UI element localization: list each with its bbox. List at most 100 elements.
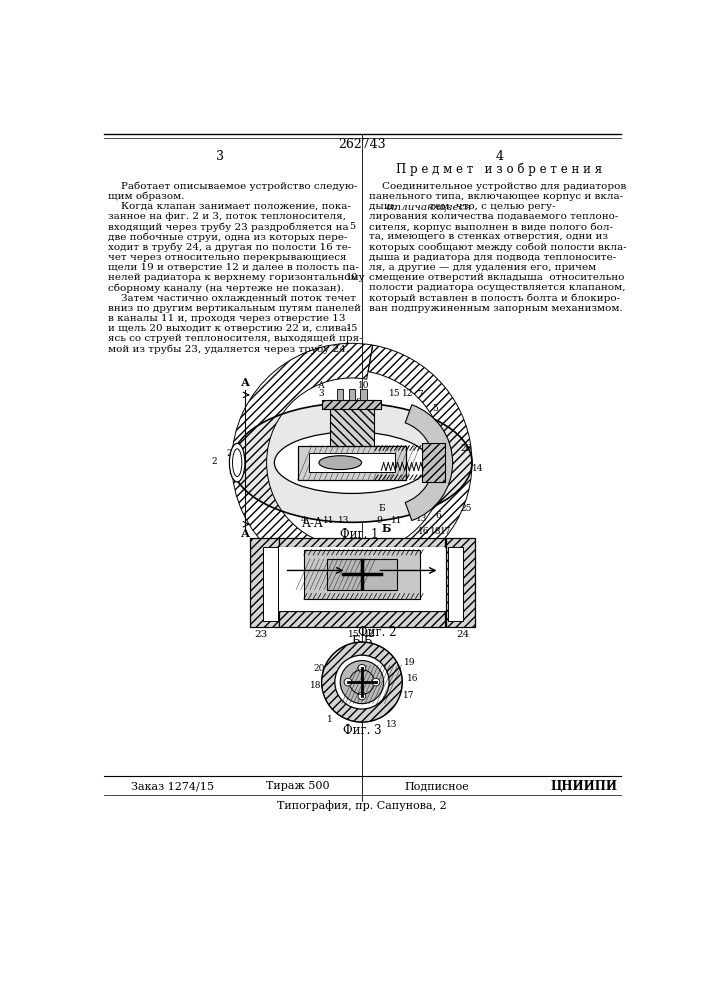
Text: щим образом.: щим образом.	[107, 192, 185, 201]
Text: чет через относительно перекрывающиеся: чет через относительно перекрывающиеся	[107, 253, 346, 262]
Text: входящий через трубу 23 раздробляется на: входящий через трубу 23 раздробляется на	[107, 222, 349, 232]
Text: 8: 8	[355, 398, 361, 407]
Circle shape	[372, 678, 380, 686]
Bar	[279, 611, 445, 627]
Text: 21: 21	[226, 449, 238, 458]
Text: Работает описываемое устройство следую-: Работает описываемое устройство следую-	[107, 182, 357, 191]
Text: 4: 4	[301, 516, 307, 525]
Ellipse shape	[230, 443, 245, 482]
Text: Типография, пр. Сапунова, 2: Типография, пр. Сапунова, 2	[277, 800, 447, 811]
Bar	[250, 538, 279, 627]
Text: А: А	[317, 381, 325, 390]
Bar	[279, 538, 445, 547]
Bar	[349, 389, 355, 400]
Text: Соединительное устройство для радиаторов: Соединительное устройство для радиаторов	[369, 182, 626, 191]
Text: 11: 11	[323, 516, 334, 525]
Text: 18: 18	[231, 457, 243, 466]
Bar	[445, 538, 475, 627]
Text: Подписное: Подписное	[404, 781, 469, 791]
Text: 15: 15	[349, 630, 360, 639]
Text: сборному каналу (на чертеже не показан).: сборному каналу (на чертеже не показан).	[107, 283, 344, 293]
Text: А: А	[240, 377, 250, 388]
Text: ЦНИИПИ: ЦНИИПИ	[551, 780, 618, 793]
Text: две побочные струи, одна из которых пере-: две побочные струи, одна из которых пере…	[107, 232, 347, 242]
Text: вниз по другим вертикальным путям панелей: вниз по другим вертикальным путям панеле…	[107, 304, 361, 313]
Text: 12: 12	[332, 412, 344, 421]
Text: 3: 3	[216, 150, 224, 163]
Text: мой из трубы 23, удаляется через трубу 24.: мой из трубы 23, удаляется через трубу 2…	[107, 344, 349, 354]
Text: 15: 15	[346, 324, 358, 333]
Text: 3: 3	[318, 389, 324, 398]
Text: 11: 11	[391, 516, 402, 525]
Text: ходит в трубу 24, а другая по полости 16 те-: ходит в трубу 24, а другая по полости 16…	[107, 243, 351, 252]
Text: 13: 13	[416, 514, 427, 523]
Bar	[445, 538, 475, 627]
Circle shape	[358, 664, 366, 672]
Text: 15: 15	[389, 389, 400, 398]
Ellipse shape	[232, 403, 472, 522]
Text: 9: 9	[376, 516, 382, 525]
Bar	[304, 550, 420, 599]
Text: 13: 13	[386, 720, 397, 729]
Text: 20: 20	[314, 664, 325, 673]
Text: Б: Б	[382, 523, 392, 534]
Bar	[250, 538, 279, 627]
Text: ван подпружиненным запорным механизмом.: ван подпружиненным запорным механизмом.	[369, 304, 623, 313]
Text: Фиг. 2: Фиг. 2	[358, 626, 397, 639]
Bar	[279, 547, 445, 611]
Text: 24: 24	[456, 630, 469, 639]
Ellipse shape	[319, 456, 361, 470]
Text: 4: 4	[495, 150, 503, 163]
Text: и щель 20 выходит к отверстию 22 и, слива-: и щель 20 выходит к отверстию 22 и, слив…	[107, 324, 350, 333]
Text: 17: 17	[403, 691, 414, 700]
Text: А: А	[240, 528, 250, 539]
Bar	[361, 389, 367, 400]
Text: 262743: 262743	[338, 138, 386, 151]
Text: 16: 16	[419, 527, 430, 536]
Text: А-А: А-А	[303, 517, 324, 530]
Text: занное на фиг. 2 и 3, поток теплоносителя,: занное на фиг. 2 и 3, поток теплоносител…	[107, 212, 346, 221]
Text: Затем частично охлажденный поток течет: Затем частично охлажденный поток течет	[107, 293, 356, 302]
Bar	[322, 400, 381, 409]
Text: Заказ 1274/15: Заказ 1274/15	[131, 781, 214, 791]
Text: сителя, корпус выполнен в виде полого бол-: сителя, корпус выполнен в виде полого бо…	[369, 222, 613, 232]
Text: в каналы 11 и, проходя через отверстие 13: в каналы 11 и, проходя через отверстие 1…	[107, 314, 345, 323]
Text: 19: 19	[404, 658, 416, 667]
Bar	[421, 443, 445, 482]
Text: Б: Б	[378, 504, 385, 513]
Text: 22: 22	[228, 467, 240, 476]
Text: 6: 6	[353, 412, 358, 421]
Circle shape	[340, 661, 384, 704]
Bar	[448, 547, 464, 620]
Text: 25: 25	[461, 504, 472, 513]
Bar	[421, 443, 445, 482]
Text: панельного типа, включающее корпус и вкла-: панельного типа, включающее корпус и вкл…	[369, 192, 623, 201]
Text: 10: 10	[346, 273, 358, 282]
Bar	[337, 389, 344, 400]
Text: лирования количества подаваемого теплоно-: лирования количества подаваемого теплоно…	[369, 212, 619, 221]
Bar	[309, 453, 395, 472]
Text: Б-Б: Б-Б	[351, 635, 373, 648]
Text: 18: 18	[430, 527, 441, 536]
Text: которых сообщают между собой полости вкла-: которых сообщают между собой полости вкл…	[369, 243, 626, 252]
Text: та, имеющего в стенках отверстия, одни из: та, имеющего в стенках отверстия, одни и…	[369, 232, 608, 241]
Wedge shape	[405, 405, 452, 521]
Bar	[263, 547, 279, 620]
Text: 14: 14	[472, 464, 483, 473]
Text: щели 19 и отверстие 12 и далее в полость па-: щели 19 и отверстие 12 и далее в полость…	[107, 263, 358, 272]
Circle shape	[322, 642, 402, 722]
Circle shape	[344, 678, 352, 686]
Text: 12: 12	[364, 630, 375, 639]
Text: тем, что, с целью регу-: тем, что, с целью регу-	[426, 202, 556, 211]
Text: 10: 10	[358, 381, 369, 390]
Text: Б: Б	[368, 408, 375, 417]
Ellipse shape	[274, 432, 429, 493]
Text: Когда клапан занимает положение, пока-: Когда клапан занимает положение, пока-	[107, 202, 351, 211]
Bar	[279, 611, 445, 627]
Text: который вставлен в полость болта и блокиро-: который вставлен в полость болта и блоки…	[369, 293, 620, 303]
Text: 13: 13	[339, 516, 350, 525]
Bar	[327, 559, 397, 590]
Text: 17: 17	[440, 527, 451, 536]
Text: 6: 6	[436, 511, 442, 520]
Text: дыша и радиатора для подвода теплоносите-: дыша и радиатора для подвода теплоносите…	[369, 253, 617, 262]
